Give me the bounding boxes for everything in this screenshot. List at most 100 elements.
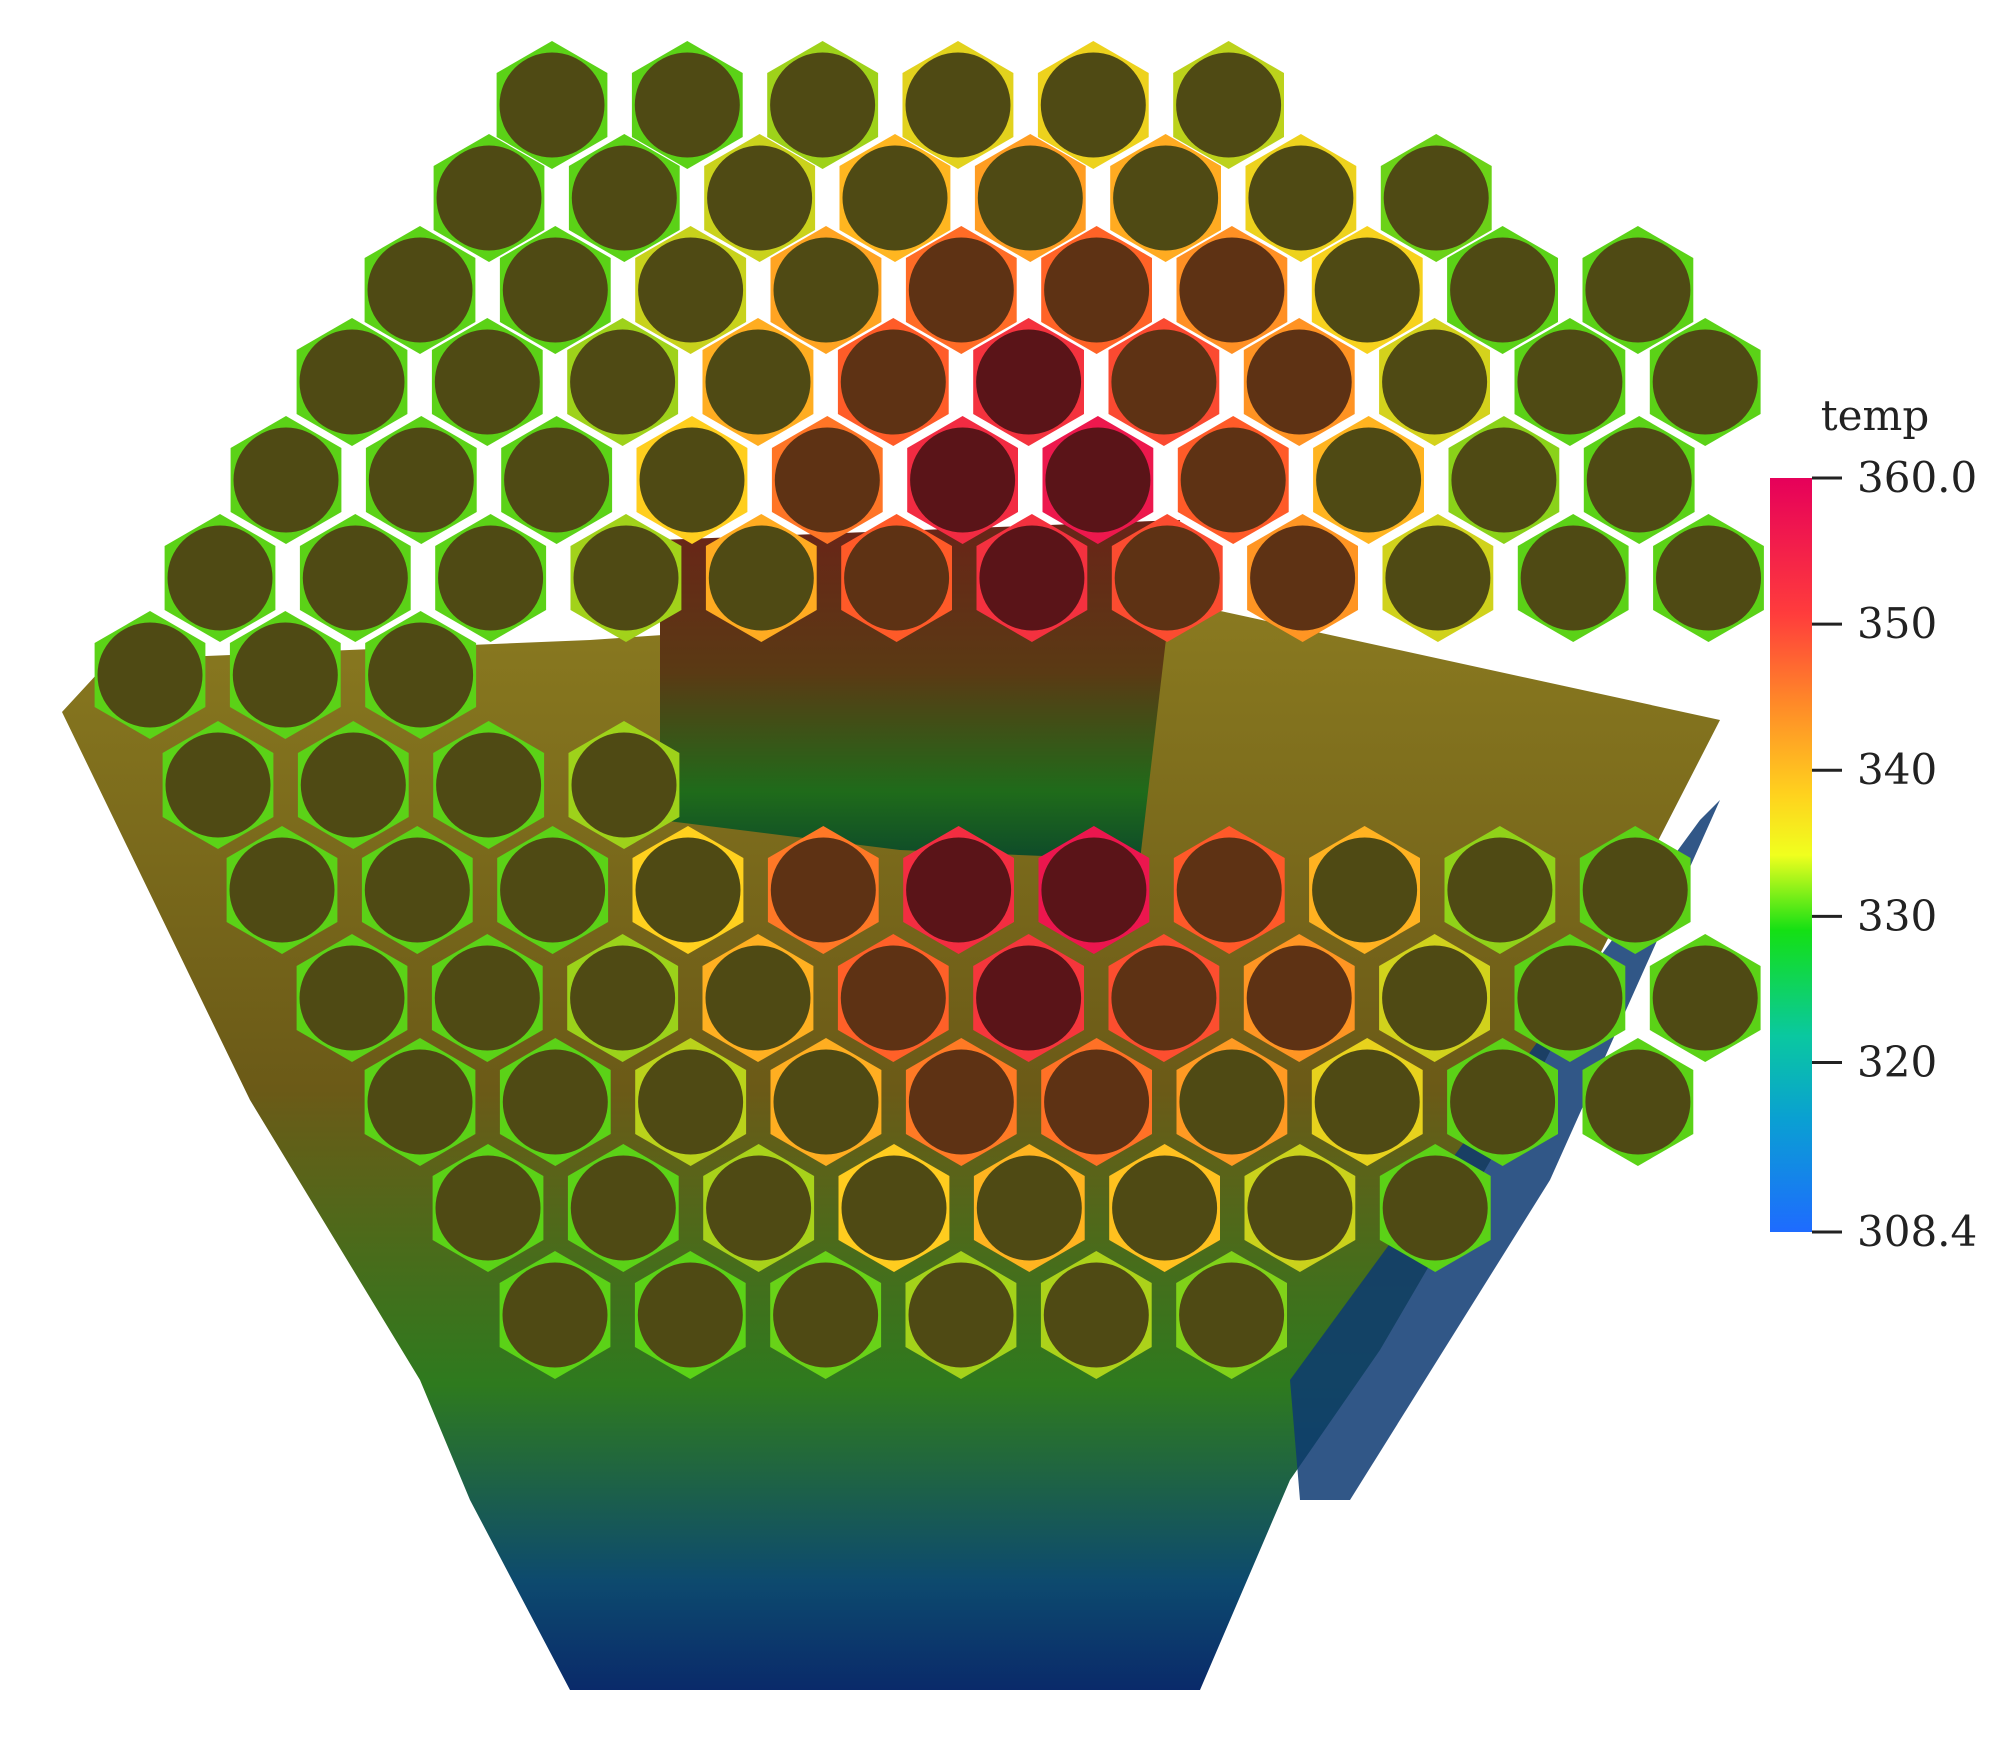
tube-top bbox=[902, 41, 1014, 169]
tube-top bbox=[1109, 1144, 1220, 1272]
tube-top bbox=[1173, 826, 1285, 954]
tube-bore bbox=[976, 329, 1082, 435]
tube-bore bbox=[1113, 145, 1219, 251]
tube-bore bbox=[770, 52, 876, 158]
tube-top bbox=[905, 1251, 1017, 1379]
tube-top bbox=[1176, 1251, 1287, 1379]
tube-top bbox=[1382, 514, 1494, 642]
tube-bore bbox=[1382, 1155, 1488, 1261]
tube-top bbox=[431, 934, 543, 1062]
tube-bore bbox=[707, 145, 813, 251]
tube-bore bbox=[500, 837, 606, 943]
tube-bore bbox=[570, 329, 676, 435]
tube-bore bbox=[1517, 329, 1623, 435]
tube-bore bbox=[434, 945, 540, 1051]
tube-top bbox=[1245, 134, 1357, 262]
tube-top bbox=[1649, 934, 1761, 1062]
tube-bore bbox=[302, 525, 408, 631]
tube-top bbox=[770, 1251, 882, 1379]
colorbar-title: temp bbox=[1821, 391, 1929, 440]
tube-bore bbox=[573, 525, 679, 631]
tube-top bbox=[1448, 416, 1560, 544]
tube-bore bbox=[299, 945, 405, 1051]
tube-bore bbox=[976, 945, 1082, 1051]
tube-top bbox=[1247, 514, 1358, 642]
tube-top bbox=[501, 416, 613, 544]
tube-bore bbox=[499, 52, 605, 158]
tube-top bbox=[1243, 934, 1355, 1062]
tube-top bbox=[770, 1038, 882, 1166]
tube-top bbox=[164, 514, 276, 642]
tube-bore bbox=[905, 52, 1011, 158]
tube-top bbox=[364, 226, 476, 354]
tube-bore bbox=[705, 945, 811, 1051]
tube-bore bbox=[773, 1049, 879, 1155]
tube-bore bbox=[977, 145, 1083, 251]
tube-top bbox=[1176, 1038, 1288, 1166]
tube-top bbox=[1111, 514, 1223, 642]
tube-top bbox=[976, 514, 1088, 642]
tube-bore bbox=[368, 427, 474, 533]
tube-top bbox=[1309, 826, 1420, 954]
tube-top bbox=[499, 1251, 611, 1379]
tube-top bbox=[433, 134, 545, 262]
tube-bore bbox=[705, 329, 811, 435]
tube-top bbox=[1037, 41, 1149, 169]
tube-top bbox=[1244, 1144, 1356, 1272]
tube-top bbox=[432, 1144, 544, 1272]
tube-bore bbox=[1520, 525, 1626, 631]
tube-bore bbox=[1111, 945, 1217, 1051]
tube-bore bbox=[367, 1049, 473, 1155]
tube-top bbox=[1444, 826, 1556, 954]
tube-top bbox=[1243, 318, 1355, 446]
tube-bore bbox=[1040, 52, 1146, 158]
tube-top bbox=[568, 134, 680, 262]
tube-top bbox=[632, 826, 744, 954]
tube-bore bbox=[571, 145, 677, 251]
tube-top bbox=[1379, 1144, 1491, 1272]
tube-bore bbox=[908, 237, 1014, 343]
tube-bore bbox=[1246, 945, 1352, 1051]
tube-bore bbox=[1045, 427, 1151, 533]
tube-bore bbox=[1314, 1049, 1420, 1155]
tube-bore bbox=[840, 329, 946, 435]
tube-top bbox=[973, 1144, 1085, 1272]
tube-bore bbox=[1179, 1262, 1285, 1368]
tube-top bbox=[299, 514, 411, 642]
tube-top bbox=[1041, 1038, 1152, 1166]
tube-bore bbox=[364, 837, 470, 943]
tube-bore bbox=[1043, 1262, 1149, 1368]
tube-top bbox=[767, 826, 879, 954]
tube-bore bbox=[434, 329, 540, 435]
colorbar-tick-label: 308.4 bbox=[1857, 1207, 1977, 1256]
tube-bore bbox=[502, 1262, 608, 1368]
tube-bore bbox=[841, 1155, 947, 1261]
tube-top bbox=[635, 1038, 747, 1166]
tube-top bbox=[296, 318, 408, 446]
tube-top bbox=[837, 934, 949, 1062]
tube-top bbox=[973, 318, 1084, 446]
tube-top bbox=[1582, 226, 1694, 354]
tube-top bbox=[705, 514, 817, 642]
colorbar-gradient bbox=[1770, 478, 1812, 1232]
tube-top bbox=[767, 41, 879, 169]
tube-bore bbox=[908, 1262, 1014, 1368]
tube-bore bbox=[1385, 525, 1491, 631]
tube-top bbox=[567, 318, 679, 446]
tube-top bbox=[1176, 226, 1288, 354]
tube-bore bbox=[635, 837, 741, 943]
colorbar-tick-label: 340 bbox=[1857, 745, 1937, 794]
tube-top bbox=[704, 134, 816, 262]
tube-top bbox=[905, 1038, 1017, 1166]
tube-bore bbox=[908, 1049, 1014, 1155]
tube-bore bbox=[842, 145, 948, 251]
tube-top bbox=[1579, 826, 1691, 954]
tube-bore bbox=[1582, 837, 1688, 943]
tube-top bbox=[570, 514, 682, 642]
tube-bore bbox=[1585, 1049, 1691, 1155]
tube-bore bbox=[1652, 329, 1758, 435]
tube-bore bbox=[708, 525, 814, 631]
colorbar: temp 360.0 350 340 330 320 308.4 bbox=[1770, 391, 1977, 1256]
tube-top bbox=[162, 721, 274, 849]
